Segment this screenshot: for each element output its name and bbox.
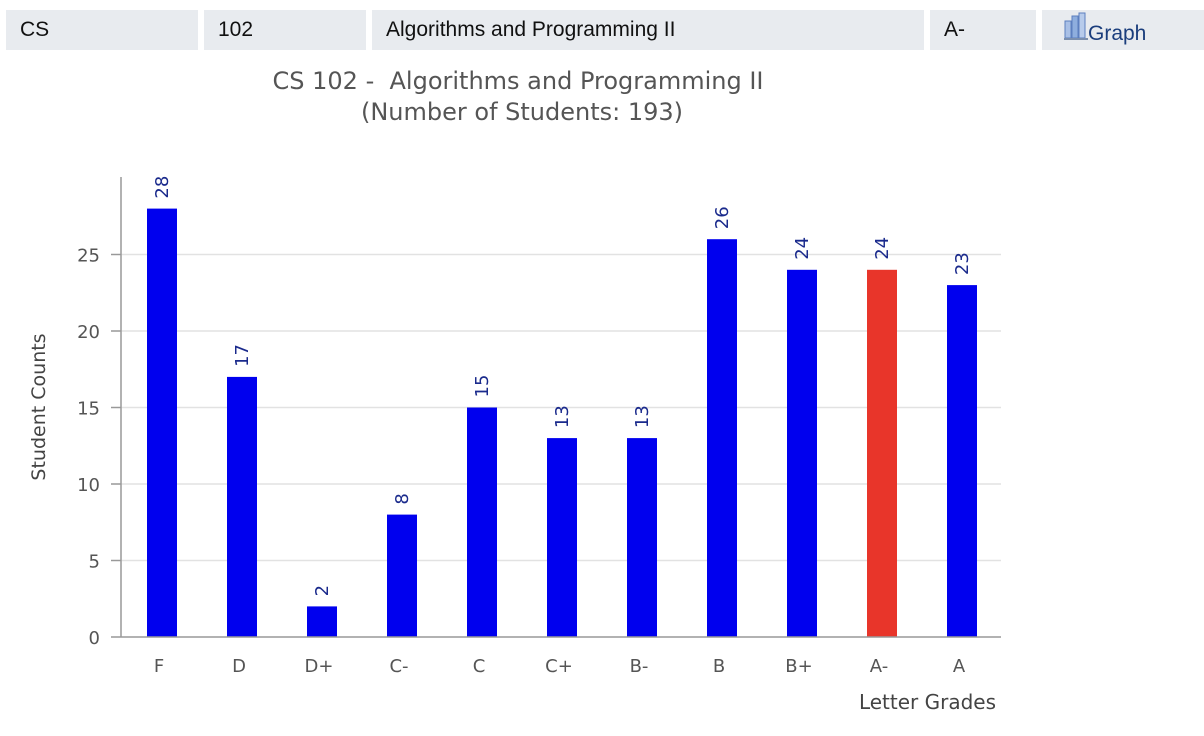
x-tick-label: C [473,656,486,677]
bar-B [707,239,737,637]
bar-D [227,376,257,637]
bar-F [147,208,177,637]
bar-B- [627,438,657,637]
x-tick-label: C- [389,656,408,677]
bar-C- [387,514,417,637]
x-tick-label: C+ [545,656,573,677]
course-name-cell: Algorithms and Programming II [372,10,924,50]
value-label: 17 [232,344,253,367]
x-tick-label: F [154,656,164,677]
value-label: 13 [552,405,573,428]
bar-A- [867,269,897,637]
y-tick-label: 10 [77,475,100,496]
x-tick-label: D+ [305,656,334,677]
y-tick-label: 25 [77,246,100,267]
bars [147,208,977,637]
bar-A [947,285,977,637]
x-tick-label: B- [630,656,649,677]
y-tick-label: 20 [77,322,100,343]
x-tick-label: B+ [785,656,812,677]
bar-chart-icon [1064,12,1088,56]
x-tick-label: A [953,656,966,677]
course-number-cell: 102 [204,10,366,50]
x-tick-label: A- [870,656,888,677]
department-cell: CS [6,10,198,50]
value-label: 26 [712,206,733,229]
x-tick-label: D [232,656,246,677]
bar-B+ [787,269,817,637]
bar-C [467,407,497,637]
y-tick-label: 15 [77,399,100,420]
value-label: 2 [312,585,333,596]
x-tick-label: B [713,656,725,677]
bar-C+ [547,438,577,637]
value-label: 8 [392,493,413,504]
value-label: 15 [472,375,493,398]
value-label: 24 [872,237,893,260]
value-label: 23 [952,252,973,275]
chart-title: CS 102 - Algorithms and Programming II [273,67,764,95]
y-tick-label: 5 [89,552,100,573]
y-tick-label: 0 [89,628,100,649]
value-label: 24 [792,237,813,260]
grade-cell: A- [930,10,1036,50]
chart-subtitle: (Number of Students: 193) [361,98,683,126]
value-label: 28 [152,176,173,199]
y-axis-title: Student Counts [28,333,50,480]
graph-button[interactable]: Graph [1042,10,1204,50]
value-label: 13 [632,405,653,428]
x-axis-title: Letter Grades [859,690,996,714]
bar-D+ [307,606,337,637]
graph-link-label[interactable]: Graph [1088,22,1147,45]
labels: 0 5 10 15 20 25 28 F 17 D 2 D+ 8 C- 15 C 13 C+ 13 B- 26 B 24 B+… [77,176,973,677]
